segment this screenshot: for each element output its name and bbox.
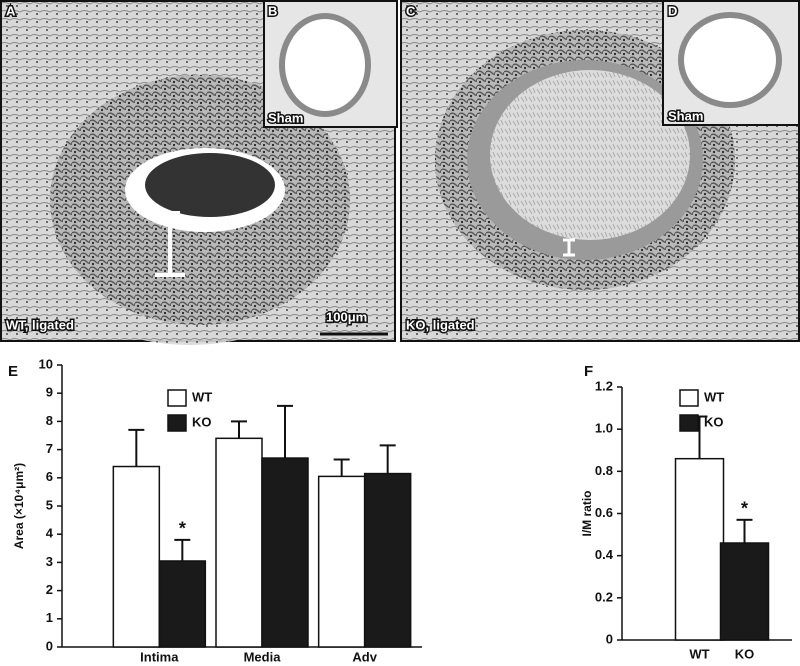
panel-label: F <box>584 363 593 380</box>
panel-label: D <box>668 3 677 18</box>
y-tick-label: 0.8 <box>595 463 613 478</box>
y-tick-label: 0 <box>606 631 613 646</box>
legend-label: WT <box>704 389 724 404</box>
legend-swatch <box>167 389 187 407</box>
scale-bar-label: 100μm <box>326 309 367 324</box>
y-tick-label: 0 <box>46 638 53 653</box>
y-tick-label: 2 <box>46 582 53 597</box>
y-tick-label: 5 <box>46 497 53 512</box>
bar <box>719 542 770 641</box>
panel-caption: WT, ligated <box>6 317 74 332</box>
y-tick-label: 10 <box>39 356 53 371</box>
x-tick-label: WT <box>689 646 709 661</box>
panel-caption: Sham <box>668 108 703 123</box>
y-tick-label: 6 <box>46 469 53 484</box>
x-tick-label: Media <box>244 649 282 664</box>
y-axis-label: I/M ratio <box>580 490 594 536</box>
x-tick-label: Adv <box>352 649 377 664</box>
y-tick-label: 1.2 <box>595 378 613 393</box>
y-tick-label: 0.4 <box>595 547 614 562</box>
significance-marker: * <box>741 499 748 519</box>
y-axis-label: Area (×10⁴μm²) <box>12 463 26 549</box>
y-tick-label: 0.6 <box>595 505 613 520</box>
y-tick-label: 8 <box>46 413 53 428</box>
panel-caption: Sham <box>268 110 303 125</box>
panel-b <box>263 0 398 128</box>
legend-label: KO <box>192 414 212 429</box>
x-tick-label: Intima <box>140 649 179 664</box>
legend-swatch <box>679 414 699 432</box>
panel-label: E <box>8 363 18 380</box>
significance-marker: * <box>179 519 186 539</box>
y-tick-label: 0.2 <box>595 589 613 604</box>
panel-label: A <box>6 3 16 18</box>
legend-swatch <box>679 389 699 407</box>
y-tick-label: 3 <box>46 554 53 569</box>
bar <box>215 437 263 648</box>
legend-label: KO <box>704 414 724 429</box>
bar <box>363 472 412 648</box>
bar <box>261 457 309 648</box>
panel-caption: KO, ligated <box>406 317 475 332</box>
y-tick-label: 9 <box>46 385 53 400</box>
panel-label: C <box>406 3 416 18</box>
bar <box>317 475 366 648</box>
panel-d <box>662 0 800 126</box>
y-tick-label: 1 <box>46 610 53 625</box>
y-tick-label: 7 <box>46 441 53 456</box>
bar <box>158 560 207 648</box>
y-tick-label: 4 <box>46 526 54 541</box>
bar <box>674 457 725 641</box>
legend-swatch <box>167 414 187 432</box>
y-tick-label: 1.0 <box>595 421 613 436</box>
panel-label: B <box>268 3 277 18</box>
legend-label: WT <box>192 389 212 404</box>
x-tick-label: KO <box>735 646 755 661</box>
bar <box>112 465 161 648</box>
